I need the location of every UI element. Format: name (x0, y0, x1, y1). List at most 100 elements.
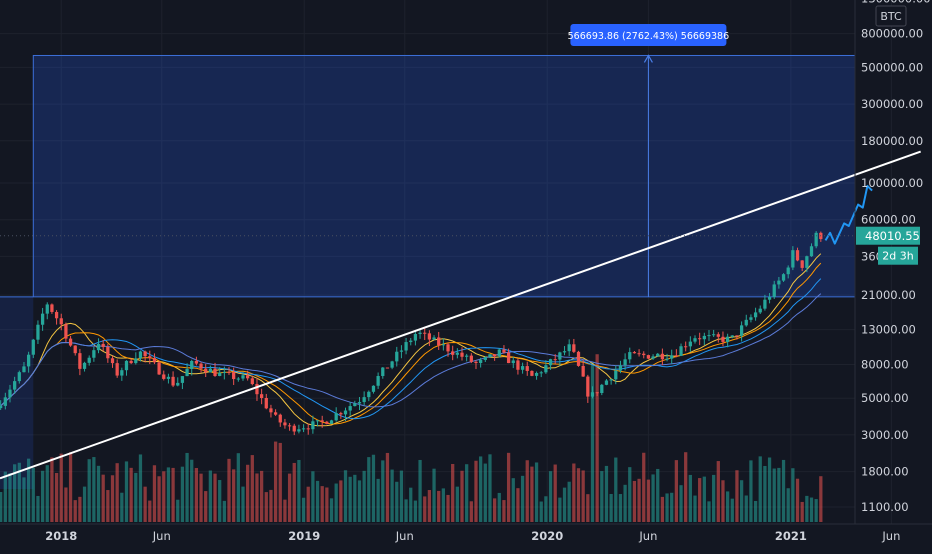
candle-body (795, 250, 800, 261)
volume-bar (562, 487, 567, 522)
volume-bar (68, 452, 73, 522)
volume-bar (688, 474, 692, 522)
volume-bar (134, 472, 138, 522)
volume-bar (264, 492, 268, 522)
candle-body (241, 375, 245, 379)
candle-body (595, 392, 599, 394)
candle-body (502, 349, 506, 353)
volume-bar (693, 495, 697, 522)
candle-body (376, 376, 380, 386)
volume-bar (213, 473, 217, 522)
volume-bar (87, 459, 91, 522)
measure-label: 566693.86 (2762.43%) 56669386 (568, 31, 730, 42)
volume-bar (618, 494, 623, 522)
volume-bar (502, 500, 506, 522)
volume-bar (586, 494, 590, 522)
candle-body (684, 346, 688, 348)
measure-label-bg (570, 24, 727, 46)
candle-body (371, 385, 376, 392)
volume-bar (465, 464, 469, 522)
volume-bar (530, 466, 534, 522)
candle-body (423, 332, 427, 334)
candle-body (721, 336, 725, 342)
price-tick-label: 100000.00 (861, 176, 923, 190)
candle-body (246, 375, 250, 379)
volume-bar (96, 465, 101, 522)
volume-bar (702, 476, 706, 522)
volume-bar (809, 497, 814, 522)
last-price-label: 48010.55 (865, 229, 920, 243)
candle-body (255, 384, 259, 395)
volume-bar (609, 493, 613, 522)
volume-bar (232, 469, 236, 522)
candle-body (311, 421, 315, 430)
volume-bar (376, 478, 380, 522)
candle-body (269, 408, 273, 413)
volume-bar (152, 465, 157, 522)
candle-body (637, 353, 641, 355)
volume-bar (138, 454, 143, 522)
volume-bar (469, 501, 473, 522)
volume-bar (120, 492, 124, 522)
volume-bar (684, 452, 688, 522)
candle-body (609, 379, 613, 381)
volume-bar (474, 460, 478, 522)
measure-box (32, 54, 856, 298)
candle-body (791, 250, 795, 268)
candle-body (451, 351, 455, 355)
time-tick-label: Jun (638, 529, 657, 543)
candle-body (96, 343, 101, 351)
candle-body (800, 260, 804, 268)
candle-body (404, 342, 408, 351)
candle-body (115, 363, 119, 376)
candle-body (479, 359, 483, 363)
volume-bar (278, 442, 282, 522)
candle-body (618, 365, 623, 371)
candle-body (562, 351, 567, 353)
volume-bar (497, 492, 501, 522)
candle-body (208, 368, 212, 373)
volume-bar (54, 473, 59, 522)
volume-bar (301, 497, 306, 522)
candle-body (13, 381, 17, 390)
candle-body (264, 397, 268, 409)
volume-bar (190, 459, 194, 522)
candle-body (744, 319, 748, 326)
volume-bar (488, 454, 492, 522)
volume-bar (236, 453, 240, 522)
candle-body (3, 397, 7, 406)
candle-body (306, 428, 310, 430)
candle-body (656, 353, 660, 357)
volume-bar (180, 466, 185, 522)
volume-bar (735, 470, 739, 522)
volume-bar (590, 362, 595, 522)
volume-bar (553, 464, 557, 522)
volume-bar (78, 496, 82, 522)
candle-body (548, 359, 553, 366)
volume-bar (339, 480, 343, 522)
volume-bar (8, 473, 12, 522)
volume-bar (651, 474, 655, 522)
price-tick-label: 5000.00 (861, 391, 909, 405)
candle-body (204, 368, 208, 373)
volume-bar (441, 488, 445, 522)
volume-bar (143, 486, 147, 522)
volume-bar (287, 473, 292, 522)
time-tick-label: Jun (395, 529, 414, 543)
candle-body (725, 336, 730, 342)
candle-body (642, 353, 646, 356)
volume-bar (544, 496, 548, 522)
projection-path (824, 184, 873, 245)
candle-body (227, 371, 231, 373)
candle-body (129, 360, 133, 364)
volume-bar (432, 468, 436, 522)
candle-body (385, 367, 390, 369)
candle-body (54, 311, 59, 319)
volume-bar (413, 500, 418, 522)
volume-bar (101, 474, 105, 522)
volume-bar (343, 470, 348, 522)
volume-bar (3, 471, 7, 522)
candle-body (460, 352, 464, 357)
candle-body (777, 280, 781, 285)
